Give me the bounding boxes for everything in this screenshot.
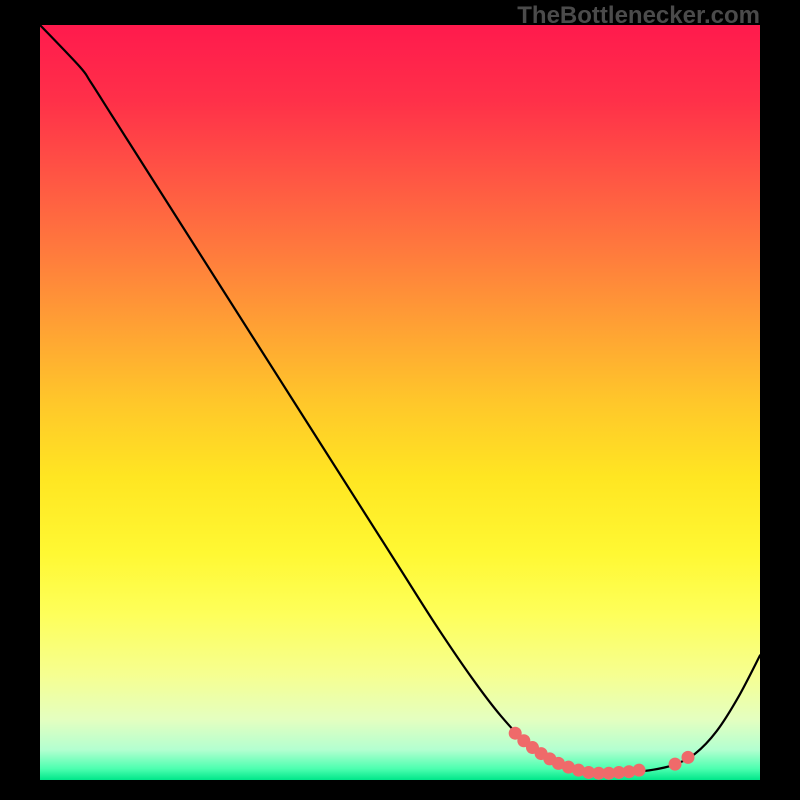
curve-marker [633, 764, 646, 777]
chart-stage: TheBottlenecker.com [0, 0, 800, 800]
curve-marker [669, 758, 682, 771]
plot-gradient-background [40, 25, 760, 780]
curve-marker [682, 751, 695, 764]
gradient-line-chart [0, 0, 800, 800]
watermark-text: TheBottlenecker.com [517, 2, 760, 30]
